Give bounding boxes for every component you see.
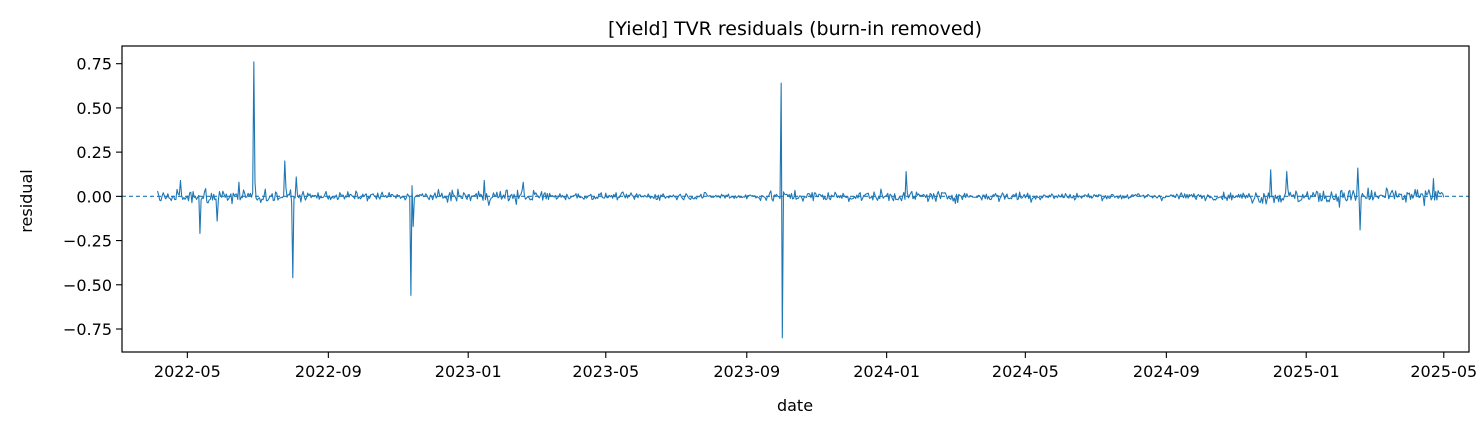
x-tick-label: 2023-05 bbox=[572, 362, 639, 381]
axes-frame bbox=[121, 45, 1470, 353]
x-tick-label: 2023-01 bbox=[435, 362, 502, 381]
x-tick-label: 2024-05 bbox=[992, 362, 1059, 381]
x-tick-label: 2024-01 bbox=[853, 362, 920, 381]
y-tick-label: 0.25 bbox=[76, 143, 112, 162]
y-axis-label: residual bbox=[17, 169, 36, 232]
plot-area bbox=[122, 61, 1469, 339]
y-tick-label: 0.00 bbox=[76, 187, 112, 206]
y-tick-label: −0.50 bbox=[63, 276, 112, 295]
x-tick-label: 2024-09 bbox=[1133, 362, 1200, 381]
y-tick-label: −0.25 bbox=[63, 232, 112, 251]
residual-series-line bbox=[157, 61, 1445, 339]
y-tick-label: 0.75 bbox=[76, 55, 112, 74]
axis-ticks: 2022-05 2022-09 2023-01 2023-05 2023-09 2024-… bbox=[63, 55, 1477, 381]
x-tick-label: 2025-01 bbox=[1273, 362, 1340, 381]
chart-title: [Yield] TVR residuals (burn-in removed) bbox=[608, 18, 982, 40]
x-axis-label: date bbox=[777, 396, 813, 415]
x-tick-label: 2022-09 bbox=[295, 362, 362, 381]
x-tick-label: 2025-05 bbox=[1410, 362, 1477, 381]
y-tick-label: 0.50 bbox=[76, 99, 112, 118]
y-tick-label: −0.75 bbox=[63, 320, 112, 339]
x-tick-label: 2023-09 bbox=[713, 362, 780, 381]
x-tick-label: 2022-05 bbox=[154, 362, 221, 381]
